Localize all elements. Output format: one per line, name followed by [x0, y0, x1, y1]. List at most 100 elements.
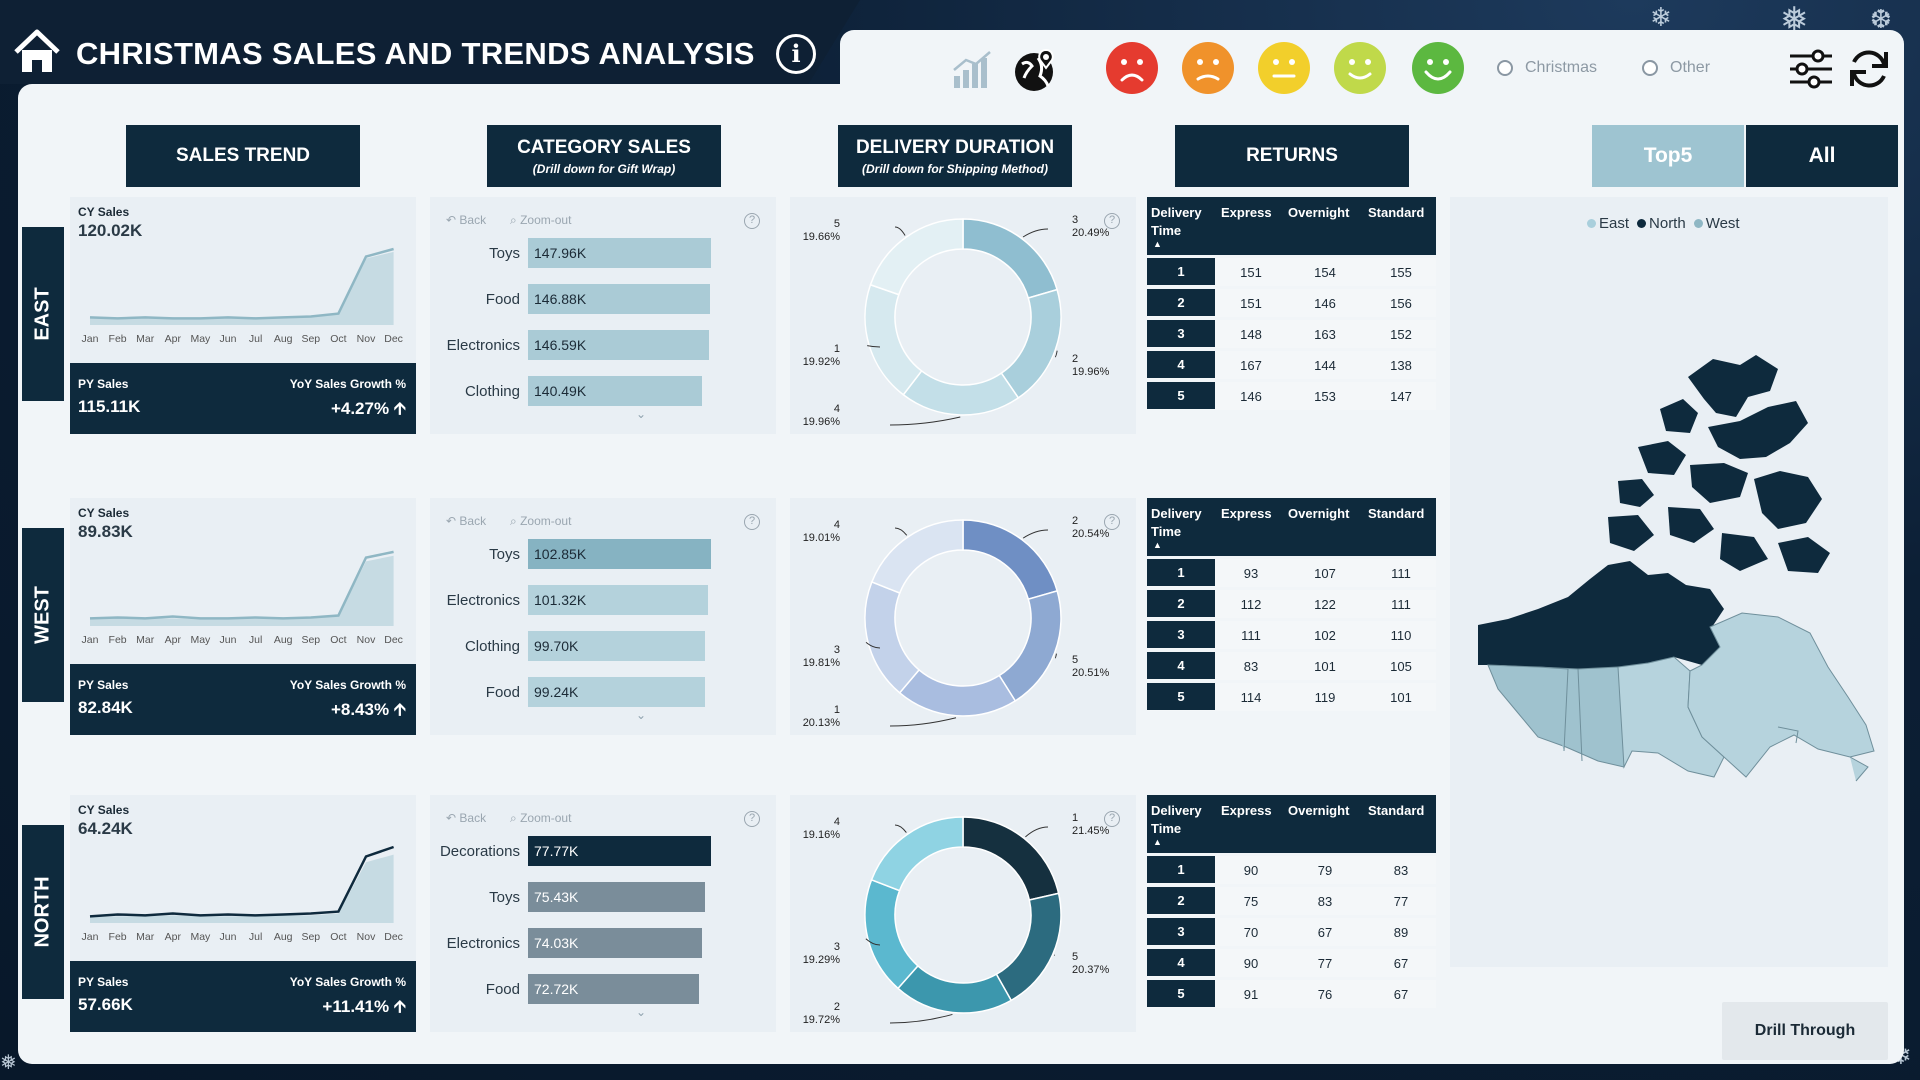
back-button[interactable]: ↶ Back	[446, 213, 487, 227]
donut-slice[interactable]	[896, 964, 1013, 1014]
help-icon[interactable]: ?	[1104, 811, 1120, 827]
category-bar-row[interactable]: Food 146.88K	[430, 284, 776, 314]
zoom-out-button[interactable]: ⌕ Zoom-out	[510, 213, 572, 227]
home-icon[interactable]	[12, 28, 62, 76]
category-bar-row[interactable]: Clothing 140.49K	[430, 376, 776, 406]
refresh-icon[interactable]	[1846, 46, 1892, 92]
col-overnight[interactable]: Overnight	[1288, 205, 1350, 220]
table-row[interactable]: 5 114 119 101	[1147, 683, 1436, 711]
donut-slice[interactable]	[898, 668, 1017, 717]
donut-slice[interactable]	[962, 519, 1059, 601]
map-region-west[interactable]	[1487, 664, 1629, 768]
sales-trend-chart[interactable]: Jan Feb Mar Apr May Jun Jul Aug Sep Oct Nov Dec	[70, 528, 416, 664]
table-row[interactable]: 1 93 107 111	[1147, 559, 1436, 587]
zoom-out-button[interactable]: ⌕ Zoom-out	[510, 514, 572, 528]
category-bar[interactable]	[528, 238, 711, 268]
canada-map[interactable]	[1478, 347, 1878, 847]
filter-sliders-icon[interactable]	[1788, 46, 1834, 92]
category-bar[interactable]	[528, 376, 702, 406]
returns-table[interactable]: Delivery Time ▲ Express Overnight Standa…	[1147, 795, 1436, 1032]
sort-ascending-icon[interactable]: ▲	[1153, 540, 1162, 550]
category-bar-row[interactable]: Clothing 99.70K	[430, 631, 776, 661]
bar-chart-icon[interactable]	[950, 48, 994, 90]
map-region-north[interactable]	[1478, 355, 1830, 669]
table-row[interactable]: 2 75 83 77	[1147, 887, 1436, 915]
category-bar[interactable]	[528, 330, 710, 360]
delivery-duration-card[interactable]: ? 3 20.49% 2 19.96% 4 19.96% 1 19.92% 5 19.66%	[790, 197, 1136, 434]
help-icon[interactable]: ?	[744, 213, 760, 229]
col-express[interactable]: Express	[1221, 803, 1272, 818]
category-sales-header[interactable]: CATEGORY SALES (Drill down for Gift Wrap)	[487, 125, 721, 187]
info-icon[interactable]: i	[776, 34, 816, 74]
category-bar[interactable]	[528, 882, 706, 912]
col-standard[interactable]: Standard	[1368, 803, 1425, 818]
table-row[interactable]: 2 151 146 156	[1147, 289, 1436, 317]
category-bar-row[interactable]: Electronics 74.03K	[430, 928, 776, 958]
christmas-radio[interactable]	[1497, 60, 1513, 76]
delivery-duration-card[interactable]: ? 2 20.54% 5 20.51% 1 20.13% 3 19.81% 4 19.01%	[790, 498, 1136, 735]
category-bar-row[interactable]: Decorations 77.77K	[430, 836, 776, 866]
category-bar[interactable]	[528, 836, 711, 866]
help-icon[interactable]: ?	[1104, 514, 1120, 530]
sales-trend-header[interactable]: SALES TREND	[126, 125, 360, 187]
table-row[interactable]: 4 83 101 105	[1147, 652, 1436, 680]
donut-slice[interactable]	[995, 892, 1062, 1002]
table-row[interactable]: 5 91 76 67	[1147, 980, 1436, 1008]
col-standard[interactable]: Standard	[1368, 205, 1425, 220]
category-bar-row[interactable]: Toys 75.43K	[430, 882, 776, 912]
category-bar[interactable]	[528, 585, 709, 615]
sort-ascending-icon[interactable]: ▲	[1153, 239, 1162, 249]
category-bar-row[interactable]: Electronics 146.59K	[430, 330, 776, 360]
category-bar[interactable]	[528, 974, 700, 1004]
delivery-duration-card[interactable]: ? 1 21.45% 5 20.37% 2 19.72% 3 19.29% 4 19.16%	[790, 795, 1136, 1032]
chevron-down-icon[interactable]: ⌄	[636, 407, 647, 421]
category-bar-row[interactable]: Food 99.24K	[430, 677, 776, 707]
table-row[interactable]: 3 70 67 89	[1147, 918, 1436, 946]
col-express[interactable]: Express	[1221, 205, 1272, 220]
chevron-down-icon[interactable]: ⌄	[636, 708, 647, 722]
top5-tab[interactable]: Top5	[1592, 125, 1744, 187]
delivery-donut-chart[interactable]: 320.49%219.96%419.96%119.92%519.66%	[790, 197, 1136, 434]
sales-trend-card[interactable]: CY Sales 89.83K PY Sales 82.84K YoY Sale…	[70, 498, 416, 735]
donut-slice[interactable]	[864, 878, 919, 990]
table-row[interactable]: 1 151 154 155	[1147, 258, 1436, 286]
delivery-duration-header[interactable]: DELIVERY DURATION (Drill down for Shippin…	[838, 125, 1072, 187]
donut-slice[interactable]	[864, 581, 921, 694]
sales-trend-chart[interactable]: Jan Feb Mar Apr May Jun Jul Aug Sep Oct Nov Dec	[70, 825, 416, 961]
category-bar-row[interactable]: Food 72.72K	[430, 974, 776, 1004]
category-bar[interactable]	[528, 284, 710, 314]
delivery-donut-chart[interactable]: 121.45% 520.37% 219.72% 319.29% 419.16%	[790, 795, 1136, 1032]
table-row[interactable]: 3 111 102 110	[1147, 621, 1436, 649]
table-row[interactable]: 2 112 122 111	[1147, 590, 1436, 618]
sort-ascending-icon[interactable]: ▲	[1153, 837, 1162, 847]
donut-slice[interactable]	[870, 519, 964, 594]
donut-slice[interactable]	[998, 589, 1062, 702]
col-delivery-time[interactable]: Delivery	[1151, 506, 1202, 521]
col-overnight[interactable]: Overnight	[1288, 506, 1350, 521]
other-radio[interactable]	[1642, 60, 1658, 76]
table-row[interactable]: 4 90 77 67	[1147, 949, 1436, 977]
very-happy-face-icon[interactable]	[1412, 42, 1464, 94]
map-region-east[interactable]	[1617, 612, 1875, 782]
table-row[interactable]: 4 167 144 138	[1147, 351, 1436, 379]
category-bar-row[interactable]: Toys 102.85K	[430, 539, 776, 569]
category-bar[interactable]	[528, 677, 705, 707]
donut-slice[interactable]	[864, 283, 923, 396]
donut-slice[interactable]	[869, 218, 964, 296]
table-row[interactable]: 3 148 163 152	[1147, 320, 1436, 348]
category-bar-row[interactable]: Toys 147.96K	[430, 238, 776, 268]
col-standard[interactable]: Standard	[1368, 506, 1425, 521]
chevron-down-icon[interactable]: ⌄	[636, 1005, 647, 1019]
category-bar[interactable]	[528, 928, 703, 958]
all-tab[interactable]: All	[1746, 125, 1898, 187]
drill-through-button[interactable]: Drill Through	[1722, 1002, 1888, 1060]
help-icon[interactable]: ?	[744, 811, 760, 827]
happy-face-icon[interactable]	[1334, 42, 1386, 94]
table-row[interactable]: 5 146 153 147	[1147, 382, 1436, 410]
returns-table[interactable]: Delivery Time ▲ Express Overnight Standa…	[1147, 197, 1436, 434]
col-delivery-time[interactable]: Delivery	[1151, 205, 1202, 220]
returns-header[interactable]: RETURNS	[1175, 125, 1409, 187]
donut-slice[interactable]	[1000, 288, 1062, 399]
donut-slice[interactable]	[962, 816, 1060, 901]
category-bar[interactable]	[528, 631, 706, 661]
